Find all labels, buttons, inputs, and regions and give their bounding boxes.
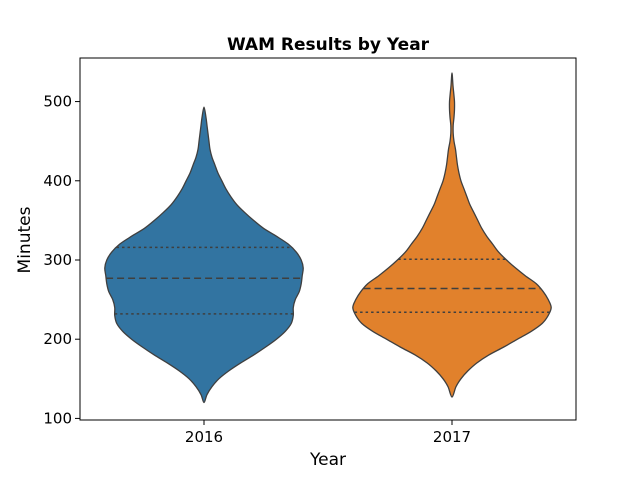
plot-frame [79, 57, 577, 421]
chart-title: WAM Results by Year [227, 35, 430, 55]
violins-group [104, 72, 552, 404]
y-tick-label-400: 400 [43, 172, 72, 190]
x-tick-label-2016: 2016 [185, 428, 223, 446]
violin-2016 [104, 106, 304, 404]
y-tick-label-300: 300 [43, 251, 72, 269]
x-tick-label-2017: 2017 [433, 428, 471, 446]
y-tick-label-200: 200 [43, 330, 72, 348]
y-axis: 100 200 300 400 500 [43, 93, 80, 427]
y-axis-label: Minutes [15, 206, 35, 273]
y-tick-label-500: 500 [43, 93, 72, 111]
violin-2017 [352, 72, 552, 398]
x-axis: 2016 2017 [185, 420, 471, 446]
y-tick-label-100: 100 [43, 409, 72, 427]
x-axis-label: Year [309, 450, 346, 470]
